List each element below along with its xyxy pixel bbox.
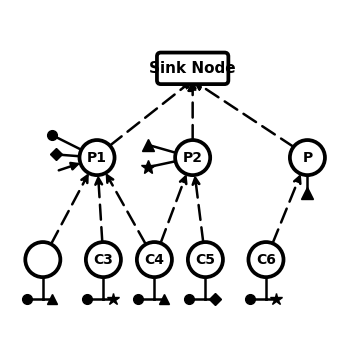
Circle shape [25, 242, 60, 277]
Text: Sink Node: Sink Node [149, 61, 236, 76]
Circle shape [248, 242, 284, 277]
Circle shape [175, 140, 210, 175]
Circle shape [137, 242, 172, 277]
Text: C3: C3 [93, 253, 113, 266]
Text: C4: C4 [144, 253, 164, 266]
Text: P2: P2 [183, 151, 203, 164]
Circle shape [79, 140, 115, 175]
Circle shape [290, 140, 325, 175]
FancyBboxPatch shape [157, 53, 228, 84]
Text: C6: C6 [256, 253, 276, 266]
Text: P1: P1 [87, 151, 107, 164]
Text: P: P [302, 151, 313, 164]
Circle shape [86, 242, 121, 277]
Text: C5: C5 [195, 253, 215, 266]
Circle shape [188, 242, 223, 277]
